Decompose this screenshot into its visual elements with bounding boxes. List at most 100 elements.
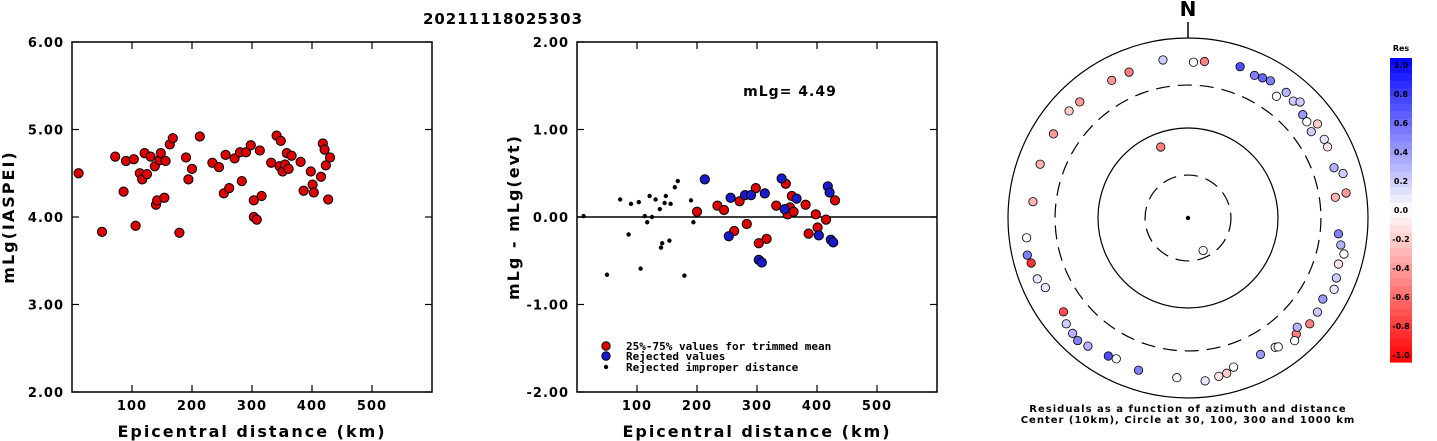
station-point: [1188, 57, 1199, 67]
data-point: [286, 150, 297, 161]
y-tick-label: 3.00: [28, 299, 64, 314]
colorbar-tick-label: -0.4: [1392, 264, 1410, 273]
colorbar-segment: [1390, 293, 1412, 302]
colorbar-segment: [1390, 118, 1412, 127]
figure-title: 20211118025303: [423, 10, 583, 28]
data-point: [159, 192, 170, 203]
y-tick-label: 2.00: [533, 36, 569, 51]
station-point: [1292, 322, 1302, 332]
data-point-accepted: [829, 195, 841, 206]
station-point: [1073, 335, 1083, 346]
data-point-improper: [662, 200, 667, 206]
station-point: [1329, 284, 1339, 294]
colorbar-segment: [1390, 278, 1412, 287]
station-point: [1035, 159, 1045, 169]
station-point: [1290, 336, 1300, 346]
y-tick-label: 6.00: [28, 36, 64, 51]
colorbar-segment: [1390, 339, 1412, 348]
station-point: [1040, 282, 1050, 293]
data-point-accepted: [800, 199, 811, 210]
data-point-rejected: [759, 188, 770, 199]
colorbar-segment: [1390, 331, 1412, 340]
data-point-accepted: [803, 228, 814, 239]
x-tick-label: 300: [237, 399, 267, 414]
data-point-rejected: [756, 257, 767, 268]
mlg-annotation: mLg= 4.49: [743, 84, 837, 100]
station-point: [1199, 56, 1210, 67]
data-point: [248, 195, 259, 206]
colorbar-segment: [1390, 217, 1412, 226]
station-point: [1319, 134, 1329, 144]
colorbar-segment: [1390, 248, 1412, 257]
colorbar-segment: [1390, 164, 1412, 173]
mlg-distance-panel: 2.00 3.00 4.00 5.00 6.00 100 200 300 400 500 Epice…: [0, 36, 433, 441]
data-point-accepted: [718, 204, 730, 216]
station-point: [1200, 376, 1210, 386]
data-point: [320, 160, 331, 171]
data-point: [96, 226, 108, 237]
colorbar-tick-label: 0.6: [1394, 119, 1409, 128]
colorbar-segment: [1390, 88, 1412, 97]
colorbar-segment: [1390, 301, 1412, 310]
data-point-improper: [653, 197, 658, 202]
data-point-improper: [628, 201, 634, 207]
data-point: [266, 157, 277, 168]
station-point: [1124, 67, 1134, 77]
data-point-rejected: [699, 174, 710, 185]
data-point-rejected: [723, 231, 734, 242]
station-point: [1295, 97, 1305, 107]
legend-label: 25%-75% values for trimmed mean: [626, 340, 831, 353]
data-point: [254, 145, 265, 156]
data-point-accepted: [691, 206, 703, 217]
data-point: [275, 135, 286, 146]
data-point-improper: [642, 213, 647, 219]
data-point-accepted: [788, 206, 799, 217]
station-point: [1273, 342, 1283, 352]
station-point: [1298, 110, 1308, 120]
colorbar-segment: [1390, 141, 1412, 150]
station-point: [1214, 371, 1224, 381]
data-point-rejected: [824, 187, 835, 198]
station-point: [1172, 373, 1182, 383]
polar-caption-line2: Center (10km), Circle at 30, 100, 300 an…: [1021, 415, 1356, 426]
station-point: [1222, 368, 1232, 378]
y-tick-label: 4.00: [28, 211, 64, 226]
station-point: [1083, 341, 1093, 351]
station-point: [1281, 87, 1291, 98]
station-point: [1158, 55, 1168, 65]
station-point: [1249, 70, 1260, 81]
station-point: [1333, 259, 1344, 269]
colorbar-segment: [1390, 316, 1412, 325]
x-axis-label: Epicentral distance (km): [622, 422, 891, 441]
data-point: [315, 171, 327, 182]
station-point: [1330, 192, 1340, 202]
data-point-improper: [660, 241, 665, 246]
data-point-rejected: [791, 193, 802, 204]
colorbar-segment: [1390, 103, 1412, 112]
data-point: [236, 176, 247, 187]
colorbar-segment: [1390, 187, 1412, 196]
legend-marker: [601, 351, 611, 361]
data-point-improper: [649, 214, 655, 220]
y-tick-label: 1.00: [533, 124, 569, 139]
station-point: [1156, 142, 1166, 152]
data-point-accepted: [741, 218, 752, 230]
y-tick-label: 5.00: [28, 124, 64, 139]
colorbar-segment: [1390, 225, 1412, 234]
colorbar-tick-label: 0.4: [1394, 148, 1409, 157]
colorbar-segment: [1390, 324, 1412, 333]
data-point-improper: [636, 199, 641, 205]
station-point: [1306, 127, 1316, 137]
y-axis-label: mLg - mLg(evt): [504, 134, 523, 300]
colorbar-tick-label: 1.0: [1394, 61, 1409, 70]
colorbar-title: Res: [1393, 44, 1410, 53]
colorbar-segment: [1390, 354, 1412, 363]
station-point: [1338, 168, 1348, 179]
data-point: [145, 151, 156, 162]
station-point: [1312, 119, 1323, 129]
data-point: [186, 163, 198, 174]
station-point: [1305, 319, 1315, 329]
colorbar-tick-label: 0.8: [1394, 90, 1409, 99]
data-point: [183, 174, 194, 185]
